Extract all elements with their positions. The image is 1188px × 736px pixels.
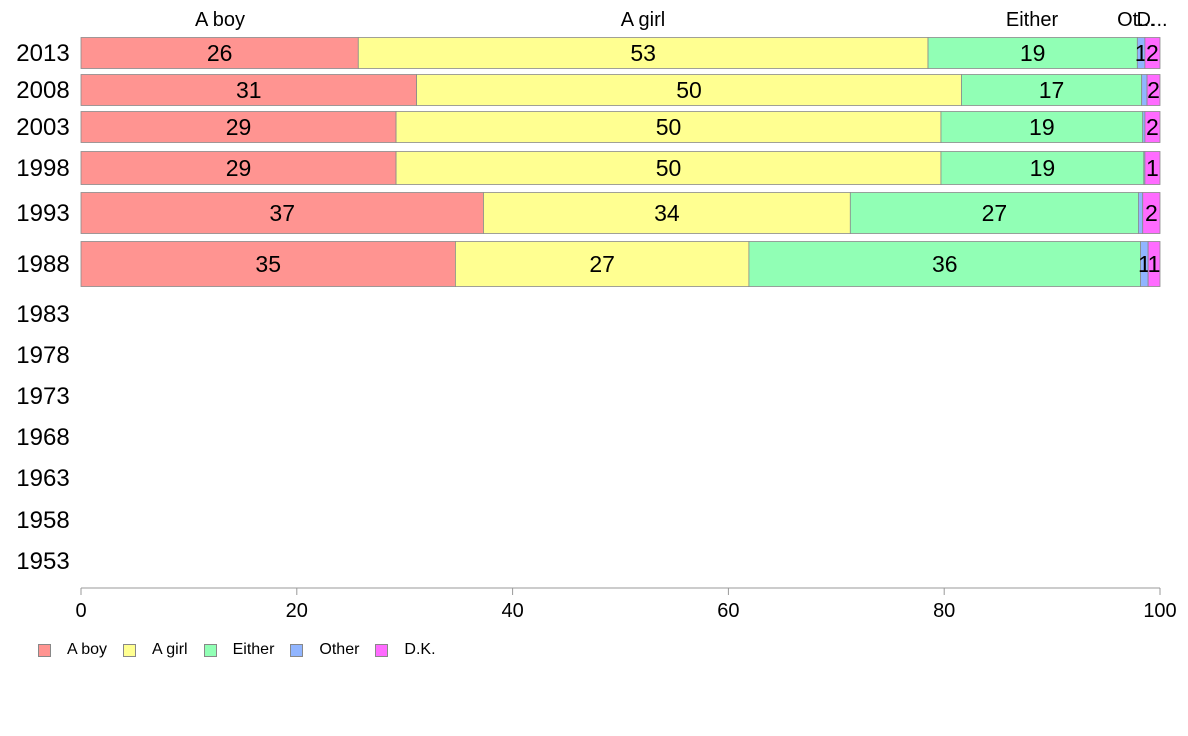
- bar-segment-either: [849, 192, 1139, 234]
- bar-segment-d-k: [1147, 241, 1161, 287]
- x-tick-label: 100: [1143, 600, 1176, 622]
- column-header: D...: [1136, 9, 1167, 31]
- bar-segment-d-k: [1144, 151, 1161, 185]
- legend-label: A girl: [152, 641, 188, 658]
- data-label: 26: [207, 40, 233, 66]
- y-tick-label: 1953: [16, 548, 69, 575]
- column-header: A girl: [621, 9, 665, 31]
- data-label: 19: [1020, 40, 1046, 66]
- data-label: 2: [1147, 77, 1160, 103]
- column-header: Either: [1006, 9, 1059, 31]
- data-label: 36: [932, 251, 958, 277]
- bar-segment-d-k: [1144, 37, 1161, 69]
- bar-segment-either: [940, 151, 1145, 185]
- bar-segment-a-boy: [80, 151, 397, 185]
- data-label: 50: [656, 114, 682, 140]
- legend-swatch: [290, 643, 304, 657]
- legend-item-d-k: D.K.: [375, 641, 436, 659]
- bar-segment-either: [748, 241, 1141, 287]
- y-tick-label: 1993: [16, 200, 69, 227]
- bar-segment-either: [940, 111, 1144, 143]
- y-tick-label: 1988: [16, 251, 69, 278]
- data-label: 35: [255, 251, 281, 277]
- legend-item-a-boy: A boy: [38, 641, 107, 659]
- y-tick-label: 1973: [16, 383, 69, 410]
- data-label: 2: [1145, 200, 1158, 226]
- bar-segment-a-girl: [357, 37, 929, 69]
- data-label: 1: [1146, 155, 1159, 181]
- data-label: 1: [1138, 251, 1151, 277]
- data-label: 19: [1030, 155, 1056, 181]
- bar-segment-a-boy: [80, 111, 397, 143]
- legend-swatch: [375, 643, 389, 657]
- legend-item-either: Either: [203, 641, 275, 659]
- bar-segment-a-girl: [455, 241, 750, 287]
- bar-segment-either: [961, 74, 1143, 106]
- data-label: 17: [1039, 77, 1065, 103]
- column-header: A boy: [195, 9, 245, 31]
- data-label: 34: [654, 200, 680, 226]
- column-header: Ot...: [1117, 9, 1155, 31]
- data-label: 31: [236, 77, 262, 103]
- data-label: 1: [1148, 251, 1161, 277]
- legend-label: Either: [232, 641, 275, 658]
- y-tick-label: 1968: [16, 424, 69, 451]
- y-tick-label: 1963: [16, 465, 69, 492]
- data-label: 1: [1135, 40, 1148, 66]
- data-label: 19: [1029, 114, 1055, 140]
- bar-segment-d-k: [1146, 74, 1161, 106]
- legend-label: D.K.: [404, 641, 436, 658]
- bar-segment-a-boy: [80, 192, 484, 234]
- bar-segment-other: [1138, 192, 1144, 234]
- data-label: 29: [226, 114, 252, 140]
- x-tick-label: 80: [933, 600, 955, 622]
- y-tick-label: 1998: [16, 155, 69, 182]
- data-label: 27: [589, 251, 615, 277]
- x-tick-label: 20: [286, 600, 308, 622]
- data-label: 2: [1146, 40, 1159, 66]
- legend: A boy A girl Either Other D.K.: [38, 641, 452, 659]
- data-label: 50: [676, 77, 702, 103]
- legend-swatch: [123, 643, 137, 657]
- bar-segment-d-k: [1142, 192, 1161, 234]
- x-axis: 0 20 40 60 80 100: [75, 587, 1177, 622]
- bar-segment-a-girl: [395, 111, 942, 143]
- data-label: 2: [1146, 114, 1159, 140]
- legend-swatch: [38, 643, 51, 657]
- legend-swatch: [203, 643, 217, 657]
- bar-segment-a-boy: [80, 241, 456, 287]
- legend-item-other: Other: [290, 641, 359, 659]
- bar-segment-d-k: [1144, 111, 1161, 143]
- y-tick-label: 2003: [16, 114, 69, 141]
- bar-segment-a-girl: [483, 192, 851, 234]
- legend-label: A boy: [67, 641, 108, 658]
- y-tick-label: 1978: [16, 342, 69, 369]
- y-tick-label: 1983: [16, 301, 69, 328]
- x-tick-label: 60: [717, 600, 739, 622]
- legend-label: Other: [319, 641, 360, 658]
- data-label: 27: [982, 200, 1008, 226]
- data-label: 37: [269, 200, 295, 226]
- data-label: 50: [656, 155, 682, 181]
- x-tick-label: 0: [75, 600, 86, 622]
- y-axis-labels: 2013 2008 2003 1998 1993 1988 1983 1978 1973 1968…: [16, 40, 69, 575]
- data-label: 53: [630, 40, 656, 66]
- y-tick-label: 1958: [16, 507, 69, 534]
- y-tick-label: 2008: [16, 77, 69, 104]
- y-tick-label: 2013: [16, 40, 69, 67]
- data-label: 29: [226, 155, 252, 181]
- x-tick-label: 40: [501, 600, 523, 622]
- legend-item-a-girl: A girl: [123, 641, 188, 659]
- column-headers: A boy A girl Either Ot...D...: [195, 9, 1168, 31]
